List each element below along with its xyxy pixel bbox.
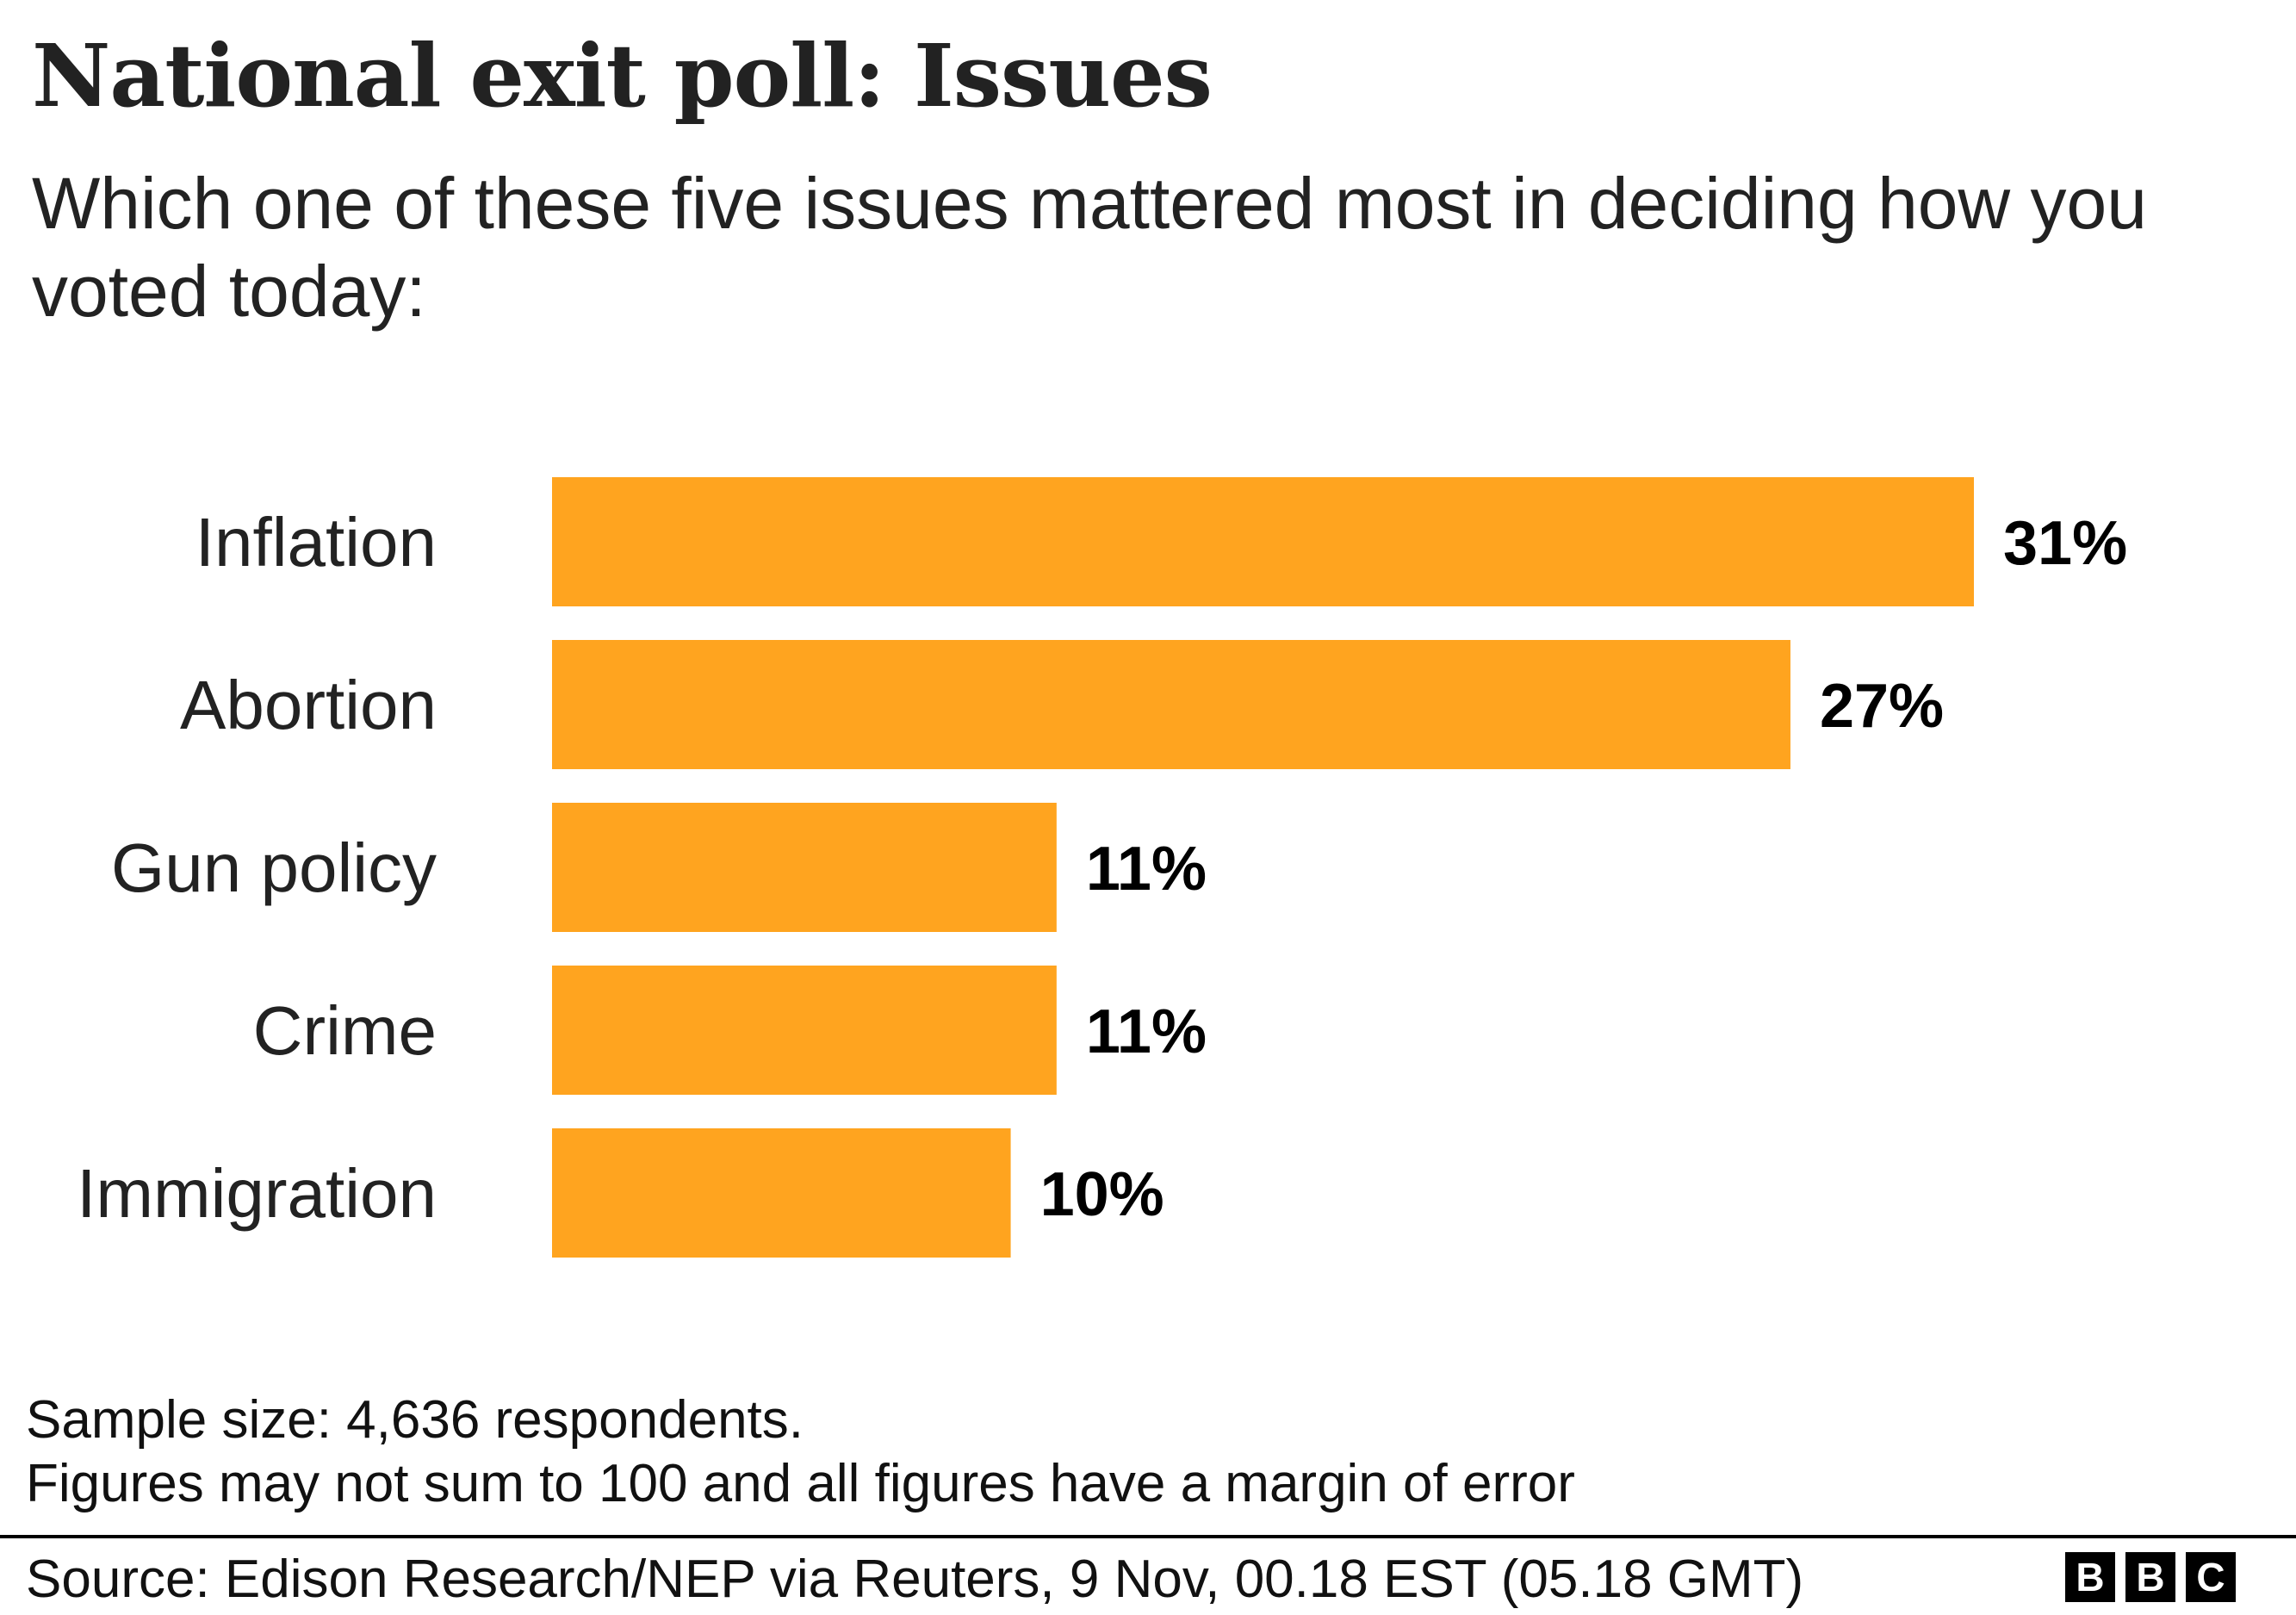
bar-gun-policy: [552, 803, 1057, 932]
value-label: 11%: [1086, 997, 1207, 1066]
bar-inflation: [552, 477, 1974, 606]
chart-subtitle: Which one of these five issues mattered …: [32, 163, 2147, 332]
category-label: Gun policy: [111, 829, 437, 906]
source-text: Source: Edison Research/NEP via Reuters,…: [26, 1550, 1804, 1609]
category-label: Abortion: [180, 667, 437, 743]
chart-title: National exit poll: Issues: [32, 25, 1213, 127]
category-label: Inflation: [195, 504, 437, 581]
category-label: Immigration: [77, 1155, 437, 1232]
logo-letter: C: [2186, 1552, 2236, 1602]
bar-immigration: [552, 1128, 1011, 1258]
footer-divider: [0, 1535, 2296, 1538]
logo-letter: B: [2125, 1552, 2175, 1602]
value-label: 31%: [2003, 509, 2127, 578]
category-label: Crime: [253, 992, 437, 1069]
value-label: 27%: [1820, 672, 1944, 741]
logo-letter: B: [2065, 1552, 2115, 1602]
bar-chart: Inflation 31% Abortion 27% Gun policy 11% Crim…: [77, 477, 2127, 1258]
value-label: 11%: [1086, 835, 1207, 904]
bar-crime: [552, 966, 1057, 1095]
sample-size-note: Sample size: 4,636 respondents.: [26, 1390, 804, 1450]
margin-note: Figures may not sum to 100 and all figur…: [26, 1454, 1575, 1513]
value-label: 10%: [1040, 1160, 1164, 1229]
bar-abortion: [552, 640, 1790, 769]
bbc-logo: B B C: [2065, 1552, 2236, 1602]
